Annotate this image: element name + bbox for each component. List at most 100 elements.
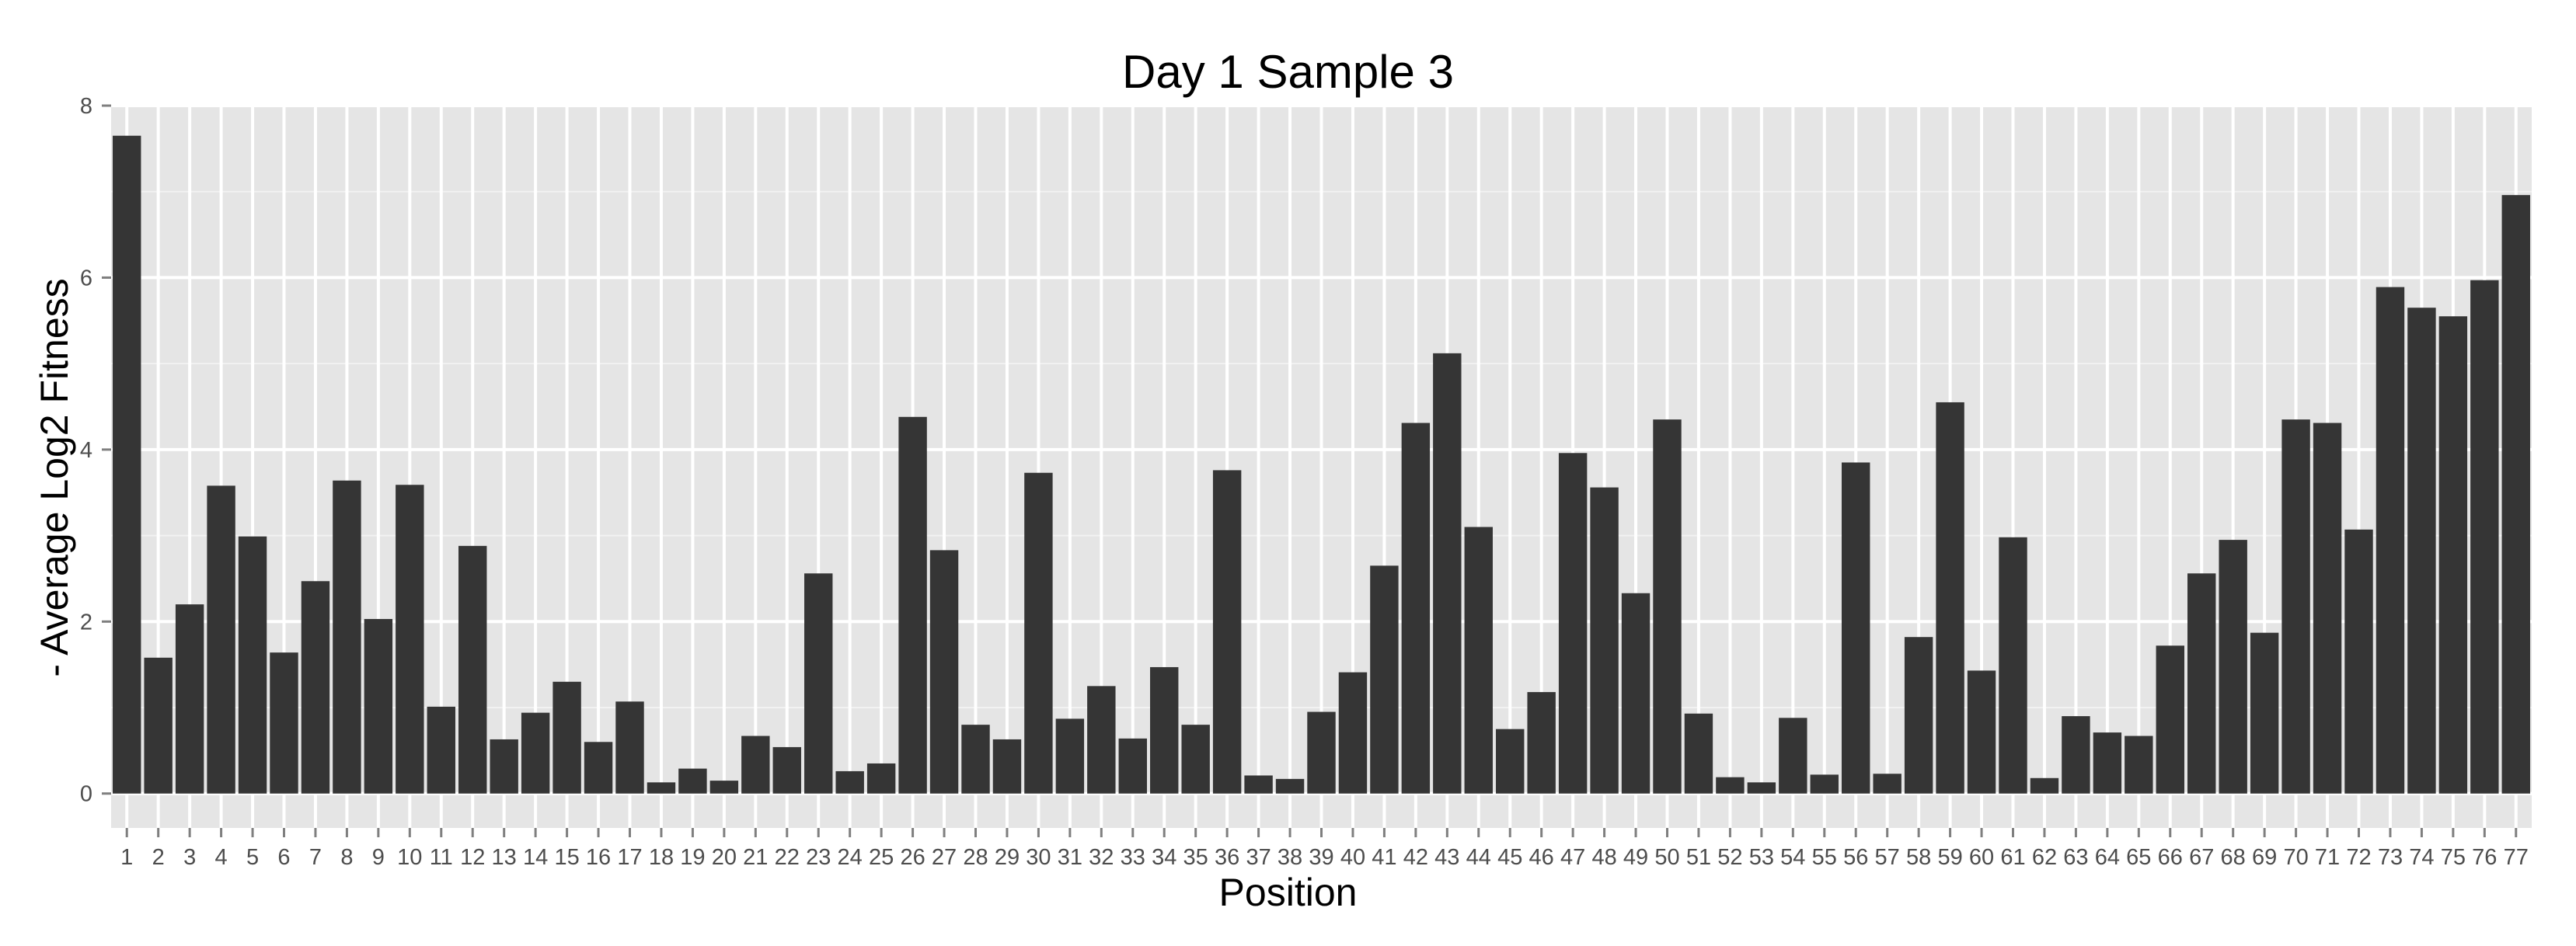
x-tick-label: 24 [838,845,863,870]
bar [2313,423,2342,794]
x-tick-label: 18 [649,845,674,870]
x-tick-label: 6 [277,845,290,870]
x-tick-label: 23 [806,845,831,870]
x-tick-label: 74 [2409,845,2434,870]
bar [1024,472,1053,794]
x-tick-label: 59 [1937,845,1962,870]
x-tick-label: 12 [460,845,485,870]
bar [772,746,801,794]
y-tick-label: 2 [80,610,92,635]
bar [490,739,518,794]
bar [2344,529,2373,794]
bar [2470,280,2499,794]
x-tick-label: 47 [1560,845,1585,870]
bar [2156,645,2184,794]
x-tick-label: 9 [372,845,385,870]
bar [1653,419,1682,794]
bar [1087,686,1116,794]
x-tick-label: 10 [397,845,422,870]
bar [1967,670,1996,794]
x-tick-label: 61 [2000,845,2025,870]
bar [1936,402,1964,794]
x-tick-label: 58 [1906,845,1931,870]
x-tick-label: 44 [1466,845,1491,870]
x-tick-label: 8 [340,845,353,870]
bar [458,545,487,794]
chart-title: Day 1 Sample 3 [1122,46,1454,98]
x-tick-label: 69 [2252,845,2277,870]
bar [427,706,455,794]
bar [1370,565,1399,794]
bar [1527,692,1556,794]
x-tick-label: 63 [2063,845,2088,870]
x-tick-label: 37 [1246,845,1271,870]
bar [1999,537,2027,794]
bar [144,657,173,794]
bar [1401,423,1431,794]
bar [2438,316,2468,794]
x-tick-label: 20 [712,845,737,870]
x-tick-label: 65 [2126,845,2151,870]
x-tick-label: 73 [2378,845,2403,870]
bar [2376,287,2405,794]
x-tick-label: 67 [2189,845,2214,870]
bar [1118,738,1147,794]
bar [396,485,424,794]
x-tick-label: 17 [617,845,642,870]
x-tick-label: 71 [2315,845,2340,870]
bar [2062,716,2090,794]
bar [1904,637,1933,794]
bar [2030,777,2059,794]
x-tick-label: 14 [523,845,548,870]
x-tick-label: 43 [1434,845,1459,870]
x-tick-label: 29 [995,845,1020,870]
x-tick-label: 57 [1875,845,1900,870]
bar [301,581,330,794]
x-tick-label: 1 [120,845,133,870]
bar [238,536,267,794]
bar [1779,718,1807,794]
bar [1212,470,1242,794]
bar [1464,527,1493,794]
bar [1684,713,1713,794]
x-tick-label: 21 [743,845,768,870]
bar [521,712,550,794]
x-tick-label: 64 [2095,845,2120,870]
x-tick-label: 70 [2283,845,2308,870]
bar [2281,419,2310,794]
y-tick-label: 4 [80,438,92,463]
x-tick-label: 76 [2472,845,2497,870]
x-tick-label: 5 [246,845,259,870]
bar [1150,666,1179,794]
bar [1842,462,1870,794]
x-tick-label: 40 [1340,845,1365,870]
x-tick-label: 48 [1591,845,1616,870]
bar [1747,782,1776,794]
x-tick-label: 46 [1529,845,1554,870]
x-tick-label: 25 [869,845,894,870]
x-tick-label: 19 [680,845,705,870]
x-tick-label: 22 [775,845,800,870]
bar [2187,573,2216,794]
x-tick-label: 3 [183,845,196,870]
x-tick-label: 62 [2032,845,2057,870]
bar [1307,711,1336,794]
bar [1275,778,1305,794]
bar [1055,718,1085,794]
x-tick-label: 66 [2158,845,2183,870]
bar [113,135,141,794]
bar [175,604,204,794]
bar [364,618,393,794]
bar [1621,593,1651,794]
bar [584,742,613,794]
x-tick-label: 72 [2346,845,2371,870]
bar [1590,487,1619,794]
x-tick-label: 7 [309,845,322,870]
x-tick-label: 34 [1152,845,1176,870]
bar [1244,775,1273,794]
y-tick-label: 8 [80,94,92,119]
bar [2125,736,2153,794]
bar [992,739,1022,794]
x-axis-label: Position [1218,871,1358,914]
